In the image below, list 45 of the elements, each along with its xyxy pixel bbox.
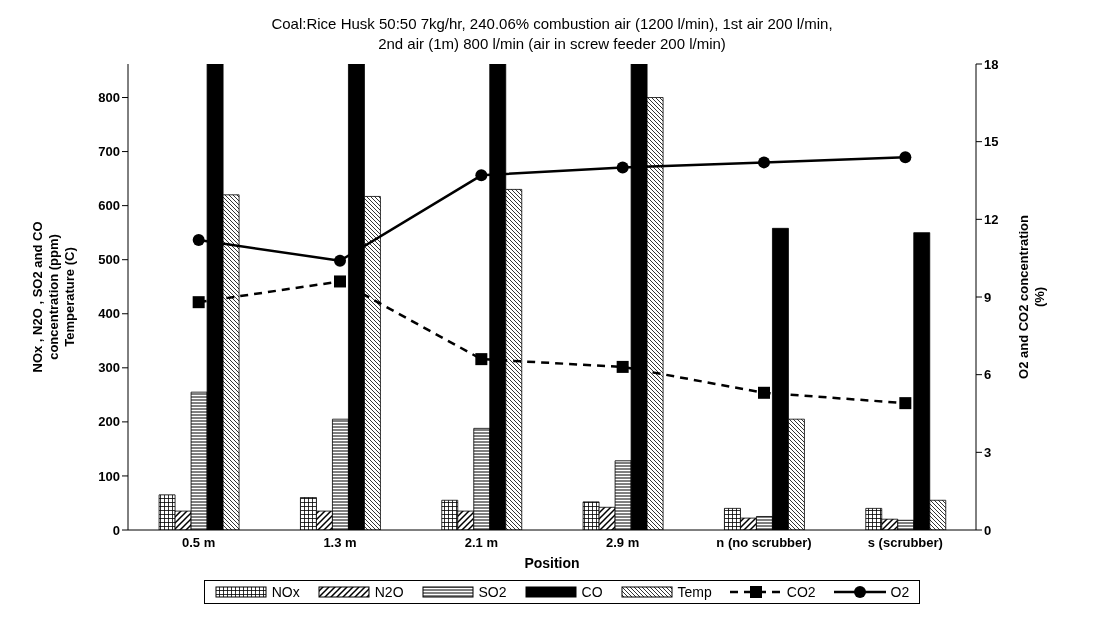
y2-tick-label: 0 xyxy=(984,522,992,538)
legend-label: NOx xyxy=(270,584,300,600)
point xyxy=(192,296,205,309)
y2-tick-label: 15 xyxy=(984,134,999,150)
y2-axis-title: O2 and CO2 concentration (%) xyxy=(1016,214,1047,379)
y2-tick-label: 3 xyxy=(984,444,992,460)
point xyxy=(616,161,629,174)
y2-tick-label: 6 xyxy=(984,367,992,383)
legend-label: O2 xyxy=(889,584,910,600)
y-tick-label: 0 xyxy=(112,522,120,538)
point xyxy=(334,254,346,267)
y-tick-label: 600 xyxy=(98,198,120,214)
y-tick-label: 300 xyxy=(98,360,120,376)
x-axis-title: Position xyxy=(524,555,580,571)
y-tick-label: 500 xyxy=(98,252,120,268)
legend-label: CO xyxy=(580,584,603,600)
x-tick-label: 1.3 m xyxy=(323,535,357,551)
point xyxy=(192,234,205,247)
x-tick-label: s (scrubber) xyxy=(867,535,943,551)
x-tick-label: 0.5 m xyxy=(182,535,216,551)
y-axis-title: NOx , N2O , SO2 and CO concentration (ppm) Temperature (C) xyxy=(30,221,77,373)
x-tick-label: 2.1 m xyxy=(464,535,498,551)
point xyxy=(475,169,488,182)
y2-tick-label: 18 xyxy=(984,56,999,72)
chart-title: Coal:Rice Husk 50:50 7kg/hr, 240.06% combustion air (1200 l/min), 1st air 200 l/min, 2nd air (1m) 800 l/min (air in screw feeder 200 l/min) xyxy=(270,14,834,54)
x-tick-label: 2.9 m xyxy=(606,535,640,551)
point xyxy=(899,397,912,410)
x-tick-label: n (no scrubber) xyxy=(716,535,812,551)
y-tick-label: 100 xyxy=(98,468,120,484)
point xyxy=(334,275,346,288)
y-tick-label: 800 xyxy=(98,90,120,106)
point xyxy=(758,156,770,169)
legend-label: CO2 xyxy=(785,584,816,600)
legend-label: N2O xyxy=(373,584,404,600)
y-tick-label: 700 xyxy=(98,144,120,160)
y2-tick-label: 12 xyxy=(984,211,999,227)
y-tick-label: 200 xyxy=(98,414,120,430)
point xyxy=(616,360,629,373)
y-tick-label: 400 xyxy=(98,306,120,322)
legend-label: Temp xyxy=(676,584,712,600)
point xyxy=(758,386,770,399)
point xyxy=(475,353,488,366)
y2-tick-label: 9 xyxy=(984,289,992,305)
legend-label: SO2 xyxy=(477,584,507,600)
point xyxy=(899,151,912,164)
